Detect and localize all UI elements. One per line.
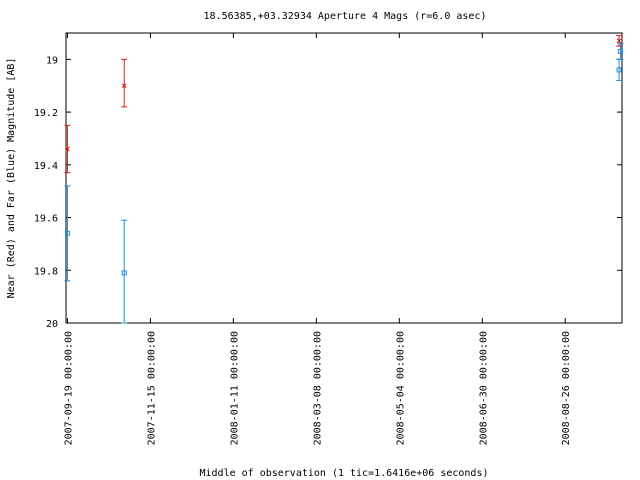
y-tick-label: 19.2 bbox=[34, 108, 58, 119]
series-layer bbox=[64, 35, 624, 324]
x-axis-label: Middle of observation (1 tic=1.6416e+06 … bbox=[200, 468, 489, 479]
x-tick-label: 2008-03-08 00:00:00 bbox=[312, 331, 323, 445]
x-tick-label: 2008-06-30 00:00:00 bbox=[478, 331, 489, 445]
series-1 bbox=[64, 35, 623, 174]
y-tick-label: 19.8 bbox=[34, 266, 58, 277]
data-point bbox=[64, 230, 70, 236]
x-tick-label: 2007-11-15 00:00:00 bbox=[146, 331, 157, 445]
y-tick-label: 19.4 bbox=[34, 161, 58, 172]
plot-frame bbox=[65, 32, 623, 324]
data-point bbox=[618, 48, 624, 54]
x-tick-label: 2007-09-19 00:00:00 bbox=[63, 331, 74, 445]
x-tick-label: 2008-05-04 00:00:00 bbox=[395, 331, 406, 445]
data-point bbox=[121, 270, 127, 276]
data-point bbox=[121, 83, 127, 89]
x-tick-label: 2008-08-26 00:00:00 bbox=[561, 331, 572, 445]
series-2 bbox=[64, 43, 624, 324]
y-axis: 19 19.2 19.4 19.6 19.8 20 bbox=[34, 55, 622, 330]
x-tick-label: 2008-01-11 00:00:00 bbox=[229, 331, 240, 445]
y-tick-label: 19.6 bbox=[34, 214, 58, 225]
data-point bbox=[65, 146, 70, 152]
chart-title: 18.56385,+03.32934 Aperture 4 Mags (r=6.… bbox=[204, 11, 487, 22]
data-point bbox=[616, 38, 622, 44]
x-axis: 2007-09-19 00:00:00 2007-11-15 00:00:00 20… bbox=[63, 33, 572, 445]
data-point bbox=[616, 67, 622, 73]
y-tick-label: 19 bbox=[46, 55, 58, 66]
y-axis-label: Near (Red) and Far (Blue) Magnitude [AB] bbox=[6, 58, 17, 299]
y-tick-label: 20 bbox=[46, 319, 58, 330]
